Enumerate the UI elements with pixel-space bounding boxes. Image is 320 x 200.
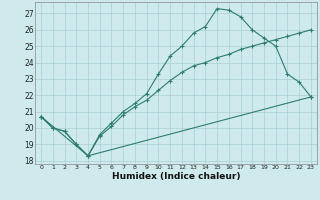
X-axis label: Humidex (Indice chaleur): Humidex (Indice chaleur) — [112, 172, 240, 181]
